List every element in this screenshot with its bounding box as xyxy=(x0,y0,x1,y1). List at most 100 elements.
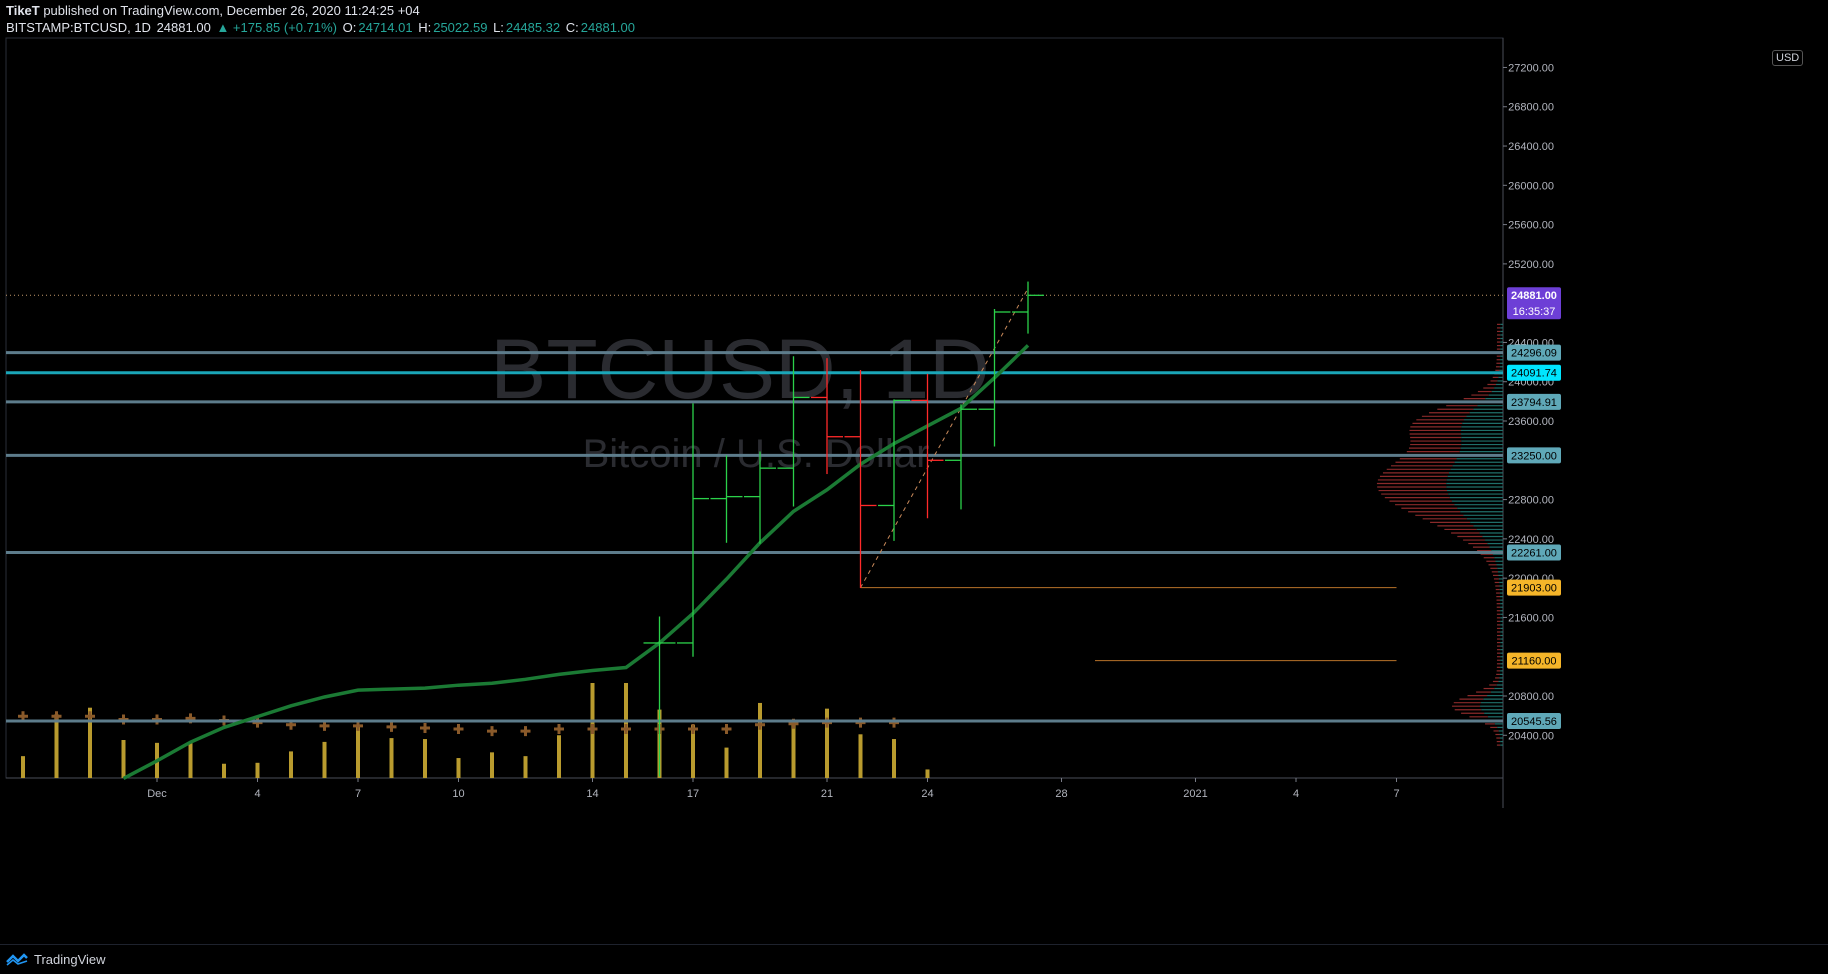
y-tick-label: 23600.00 xyxy=(1508,416,1554,428)
countdown-label: 16:35:37 xyxy=(1513,306,1556,318)
level-axis-label-bg xyxy=(1507,364,1561,381)
volume-bar xyxy=(456,758,461,778)
y-tick-label: 20400.00 xyxy=(1508,730,1554,742)
y-tick-label: 25200.00 xyxy=(1508,259,1554,271)
x-tick-label: 10 xyxy=(452,788,464,800)
level-axis-label: 24296.09 xyxy=(1511,348,1557,360)
y-tick-label: 22400.00 xyxy=(1508,534,1554,546)
volume-bar xyxy=(925,769,930,778)
plot-area xyxy=(5,37,1504,779)
volume-bar xyxy=(88,707,92,778)
publish-info: TikeT published on TradingView.com, Dece… xyxy=(6,3,420,18)
volume-ma-marker xyxy=(889,717,899,728)
volume-ma-marker xyxy=(353,720,363,731)
level-axis-label: 24091.74 xyxy=(1511,368,1557,380)
publish-text: published on TradingView.com, December 2… xyxy=(39,3,420,18)
volume-bar xyxy=(356,725,360,778)
volume-ma-marker xyxy=(420,722,430,733)
volume-bar xyxy=(255,762,260,778)
x-tick-label: 28 xyxy=(1055,788,1067,800)
volume-ma-marker xyxy=(688,724,698,735)
volume-ma-marker xyxy=(386,721,397,732)
x-tick-label: 7 xyxy=(1393,788,1399,800)
volume-ma-marker xyxy=(855,717,866,728)
x-tick-label: 24 xyxy=(921,788,933,800)
volume-ma-marker xyxy=(453,724,464,735)
currency-badge[interactable]: USD xyxy=(1772,50,1804,66)
volume-ma-marker xyxy=(118,714,129,725)
volume-bar xyxy=(825,708,829,778)
volume-bar xyxy=(121,740,126,778)
volume-bar xyxy=(858,734,863,778)
price-change: ▲ +175.85 (+0.71%) xyxy=(216,20,337,35)
x-tick-label: 4 xyxy=(1293,788,1299,800)
volume-ma-marker xyxy=(721,724,732,735)
volume-bar xyxy=(322,741,327,778)
low-label: L: xyxy=(493,20,504,35)
high-value: 25022.59 xyxy=(433,20,488,35)
volume-ma-marker xyxy=(152,714,162,725)
x-tick-label: 4 xyxy=(254,788,260,800)
y-tick-label: 22800.00 xyxy=(1508,495,1554,507)
x-tick-label: 14 xyxy=(586,788,598,800)
open-value: 24714.01 xyxy=(358,20,413,35)
volume-bar xyxy=(490,752,494,778)
x-tick-label: Dec xyxy=(147,788,167,800)
ohlc-legend: BITSTAMP:BTCUSD, 1D 24881.00 ▲ +175.85 (… xyxy=(6,20,637,35)
tradingview-brand[interactable]: TradingView xyxy=(34,952,106,967)
last-price-label-bg xyxy=(1507,287,1561,320)
volume-bar xyxy=(289,751,293,778)
y-tick-label: 25600.00 xyxy=(1508,220,1554,232)
volume-bar xyxy=(892,739,896,778)
volume-bar xyxy=(724,747,729,778)
volume-bar xyxy=(21,756,25,778)
volume-bar xyxy=(691,724,695,778)
volume-bar xyxy=(389,738,394,778)
volume-ma-marker xyxy=(554,724,564,735)
y-tick-label: 21600.00 xyxy=(1508,612,1554,624)
ray-axis-label-bg xyxy=(1507,579,1561,596)
low-value: 24485.32 xyxy=(505,20,561,35)
ray-axis-label-bg xyxy=(1507,652,1561,669)
level-axis-label-bg xyxy=(1507,447,1561,464)
y-tick-label: 27200.00 xyxy=(1508,62,1554,74)
open-label: O: xyxy=(342,20,357,35)
y-tick-label: 26800.00 xyxy=(1508,102,1554,114)
trend-line xyxy=(860,288,1029,588)
volume-ma-marker xyxy=(487,726,497,737)
ray-axis-label: 21160.00 xyxy=(1511,656,1556,668)
x-tick-label: 17 xyxy=(687,788,699,800)
volume-bar xyxy=(557,735,561,778)
high-label: H: xyxy=(418,20,432,35)
level-axis-label-bg xyxy=(1507,393,1561,410)
volume-bar xyxy=(423,739,427,778)
volume-bar xyxy=(523,756,528,778)
volume-ma-marker xyxy=(252,717,263,728)
volume-ma-marker xyxy=(319,720,330,731)
volume-ma-marker xyxy=(621,724,631,735)
volume-bar xyxy=(791,721,796,778)
level-axis-label: 20545.56 xyxy=(1511,716,1557,728)
moving-average-line xyxy=(122,344,1030,781)
y-tick-label: 26400.00 xyxy=(1508,141,1554,153)
tradingview-logo-icon[interactable] xyxy=(6,953,28,966)
volume-bar xyxy=(758,702,762,778)
level-axis-label-bg xyxy=(1507,712,1561,729)
footer-bar: TradingView xyxy=(0,944,1828,974)
volume-ma-marker xyxy=(822,717,832,728)
volume-ma-marker xyxy=(587,724,598,735)
ray-axis-label: 21903.00 xyxy=(1511,583,1557,595)
x-tick-label: 21 xyxy=(821,788,833,800)
symbol-label[interactable]: BITSTAMP:BTCUSD, 1D xyxy=(6,20,151,35)
level-axis-label-bg xyxy=(1507,544,1561,561)
x-tick-label: 7 xyxy=(355,788,361,800)
y-tick-label: 26000.00 xyxy=(1508,180,1554,192)
author-name[interactable]: TikeT xyxy=(6,3,40,18)
volume-bar xyxy=(188,742,193,778)
volume-bar xyxy=(222,763,226,778)
volume-ma-marker xyxy=(520,726,531,737)
last-price-label: 24881.00 xyxy=(1511,290,1557,302)
close-label: C: xyxy=(565,20,579,35)
x-tick-label: 2021 xyxy=(1183,788,1207,800)
